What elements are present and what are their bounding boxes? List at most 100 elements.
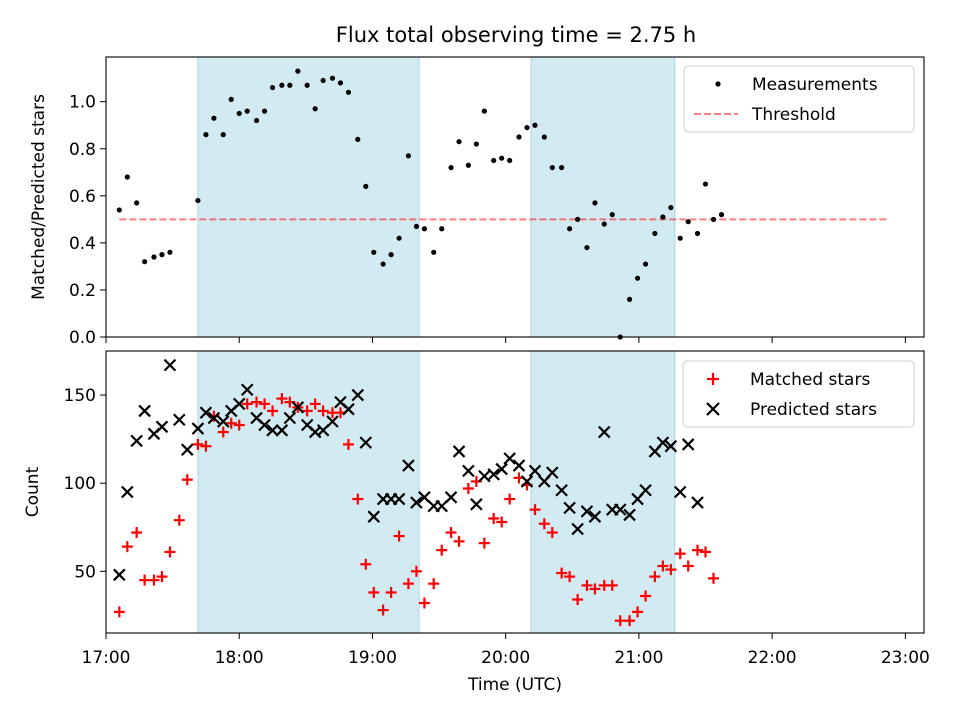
measurement-point	[363, 183, 369, 190]
matched-star-point	[445, 527, 457, 539]
matched-star-point	[556, 567, 568, 579]
matched-star-point	[581, 579, 593, 591]
predicted-star-point	[681, 438, 695, 451]
predicted-star-point	[180, 443, 194, 456]
measurement-point	[220, 132, 226, 138]
bottom-panel: 50 100 150 17:00 18:00 19:00 20:00 21:00 22:00 2…	[23, 350, 930, 695]
measurement-point	[592, 200, 598, 206]
measurement-point	[499, 155, 505, 161]
measurement-point	[516, 134, 522, 140]
matched-star-point	[428, 578, 440, 590]
measurement-point	[279, 82, 285, 88]
x-tick-label: 17:00	[82, 648, 131, 668]
measurement-point	[405, 153, 412, 159]
legend-measurements-label: Measurements	[752, 75, 878, 95]
measurements-series	[116, 68, 725, 340]
matched-star-point	[192, 438, 204, 450]
measurement-point	[269, 84, 276, 91]
top-shaded-intervals	[197, 56, 676, 338]
matched-star-point	[572, 594, 584, 606]
matched-star-point	[632, 606, 644, 618]
predicted-star-point	[121, 485, 134, 499]
predicted-star-point	[392, 492, 406, 506]
predicted-star-point	[571, 522, 584, 536]
measurement-point	[668, 204, 674, 211]
predicted-star-point	[326, 415, 339, 428]
predicted-star-point	[342, 402, 355, 416]
legend-measurements-marker	[715, 81, 721, 87]
matched-star-point	[529, 504, 541, 516]
matched-star-point	[164, 546, 176, 558]
measurement-point	[345, 89, 352, 95]
measurement-point	[396, 235, 402, 241]
predicted-star-point	[462, 464, 475, 478]
bottom-y-axis: 50 100 150	[64, 386, 106, 582]
predicted-star-point	[191, 422, 205, 435]
measurement-point	[677, 235, 683, 241]
matched-star-point	[453, 535, 465, 547]
predicted-star-point	[402, 459, 415, 472]
bottom-y-axis-label: Count	[23, 466, 43, 517]
legend-matched-label: Matched stars	[750, 370, 870, 390]
matched-star-point	[700, 546, 712, 558]
predicted-star-point	[199, 406, 213, 419]
matched-star-point	[624, 615, 636, 627]
matched-star-point	[649, 571, 661, 583]
predicted-star-point	[444, 491, 458, 504]
top-plot-frame	[105, 56, 925, 338]
predicted-star-point	[216, 415, 230, 428]
matched-star-point	[342, 438, 354, 450]
bottom-shaded-interval	[197, 350, 420, 634]
x-tick-label: 20:00	[481, 648, 530, 668]
x-tick-label: 21:00	[614, 648, 663, 668]
matched-star-point	[148, 574, 160, 586]
predicted-star-point	[291, 401, 305, 414]
measurement-point	[660, 214, 666, 220]
bottom-x-axis: 17:00 18:00 19:00 20:00 21:00 22:00 23:00	[82, 633, 930, 668]
measurement-point	[575, 216, 581, 222]
predicted-star-point	[367, 510, 381, 523]
predicted-star-point	[207, 411, 221, 425]
top-y-tick-label: 0.8	[69, 140, 96, 160]
top-y-tick-label: 0.4	[69, 234, 96, 254]
matched-star-point	[360, 558, 372, 570]
measurement-point	[253, 117, 260, 124]
measurement-point	[228, 96, 234, 102]
matched-star-point	[181, 474, 193, 486]
measurement-point	[159, 252, 165, 258]
matched-star-point	[546, 527, 558, 539]
predicted-star-point	[351, 388, 365, 402]
measurement-point	[601, 221, 607, 227]
measurement-point	[473, 141, 479, 147]
bottom-shaded-intervals	[197, 350, 676, 634]
predicted-star-point	[487, 468, 500, 481]
measurement-point	[567, 226, 573, 232]
predicted-star-point	[275, 424, 289, 437]
matched-star-point	[708, 572, 720, 584]
measurement-point	[195, 197, 201, 204]
measurement-point	[431, 249, 437, 255]
predicted-star-point	[546, 466, 559, 479]
measurement-point	[626, 296, 633, 302]
matched-star-point	[682, 560, 694, 572]
matched-star-point	[496, 516, 508, 528]
predicted-star-point	[623, 508, 636, 522]
measurement-point	[685, 219, 691, 225]
measurement-point	[167, 249, 173, 255]
predicted-star-point	[452, 445, 466, 458]
matched-star-point	[276, 393, 288, 405]
bottom-y-tick-label: 150	[64, 386, 96, 406]
measurement-point	[652, 230, 658, 237]
predicted-star-point	[266, 424, 279, 437]
predicted-star-point	[580, 505, 594, 518]
predicted-star-point	[470, 498, 483, 511]
matched-star-point	[614, 615, 626, 627]
matched-star-point	[139, 574, 151, 586]
top-y-axis: 0.0 0.2 0.4 0.6 0.8 1.0	[69, 93, 106, 348]
measurement-point	[491, 157, 497, 164]
measurement-point	[448, 164, 454, 171]
measurement-point	[541, 134, 547, 140]
predicted-star-point	[113, 568, 126, 582]
measurement-point	[380, 261, 386, 267]
